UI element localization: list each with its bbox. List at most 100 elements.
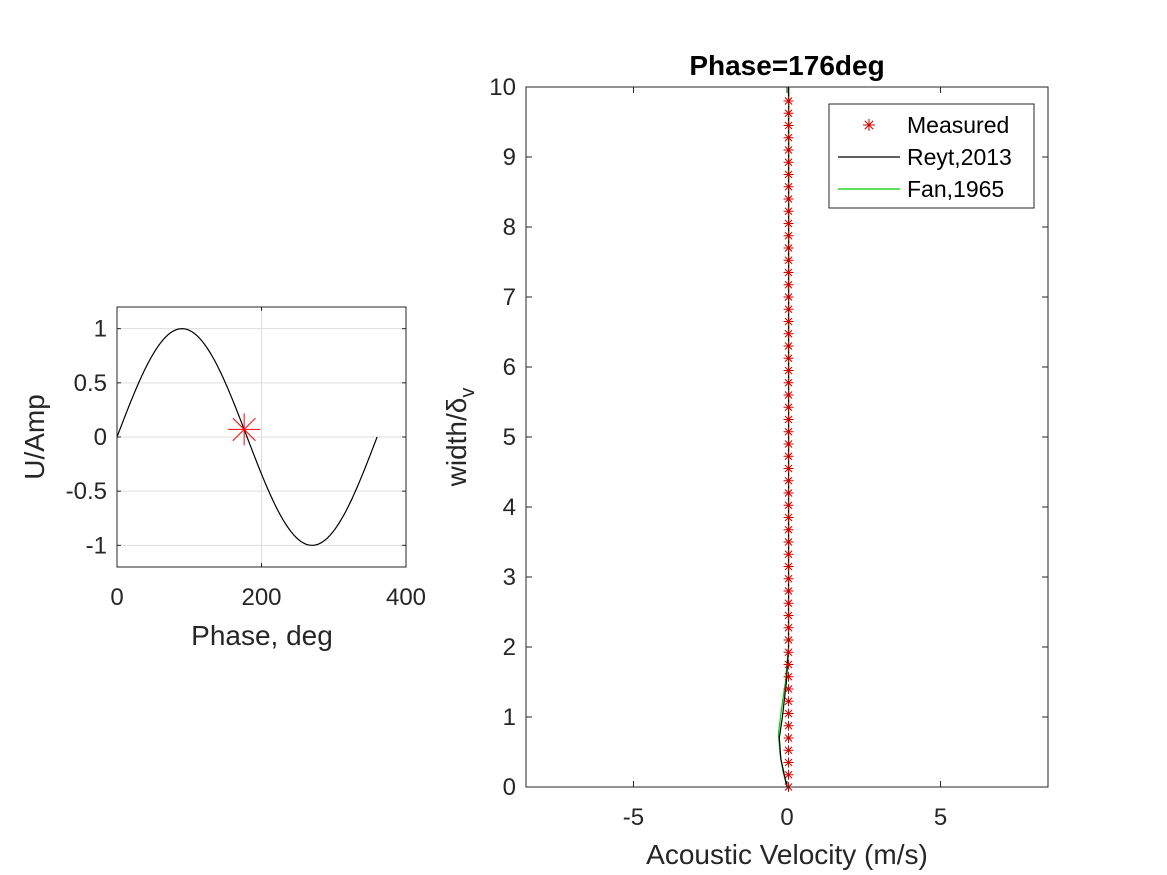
velocity-chart: -5 0 5 0 1 2 3 4 5 6 7 8 9 10 Phase=176deg Acoustic V… [441, 50, 1049, 870]
measured-point [783, 316, 794, 327]
phase-xtick-label: 200 [241, 584, 281, 611]
legend-box [828, 103, 1035, 209]
velocity-ytick-label: 4 [503, 494, 516, 521]
measured-point [783, 745, 794, 756]
phase-ylabel: U/Amp [19, 394, 50, 480]
measured-point [783, 292, 794, 302]
current-phase-marker [228, 413, 261, 446]
velocity-ytick-label: 2 [503, 634, 516, 661]
velocity-ytick-label: 8 [503, 214, 516, 241]
measured-point [783, 328, 794, 339]
measured-point [783, 463, 794, 474]
measured-point [783, 365, 794, 376]
measured-point [783, 512, 794, 523]
measured-point [783, 769, 794, 780]
measured-point [783, 218, 794, 229]
legend-fan-label: Fan,1965 [907, 176, 1004, 202]
measured-point [783, 353, 794, 364]
measured-point [783, 708, 794, 719]
velocity-ytick-label: 10 [489, 74, 516, 101]
measured-point [783, 647, 794, 658]
measured-point [783, 671, 794, 682]
measured-point [783, 414, 794, 425]
velocity-xtick-label: -5 [623, 804, 644, 831]
measured-point [783, 120, 794, 131]
measured-point [783, 243, 794, 253]
measured-point [783, 622, 794, 633]
velocity-ytick-label: 6 [503, 354, 516, 381]
measured-point [783, 230, 794, 241]
legend-reyt-label: Reyt,2013 [907, 144, 1012, 170]
measured-point [783, 684, 794, 694]
measured-point [783, 610, 794, 621]
velocity-ylabel: width/δv [441, 388, 479, 488]
velocity-xtick-label: 5 [934, 804, 947, 831]
phase-ytick-label: 1 [94, 316, 107, 343]
measured-point [783, 573, 794, 584]
measured-point [783, 377, 794, 388]
velocity-ytick-label: 1 [503, 704, 516, 731]
velocity-ytick-label: 5 [503, 424, 516, 451]
velocity-chart-title: Phase=176deg [689, 50, 884, 81]
legend: Measured Reyt,2013 Fan,1965 [828, 103, 1035, 209]
measured-point [783, 524, 794, 535]
measured-point [783, 255, 794, 266]
velocity-plot-frame [525, 86, 1049, 788]
measured-point [783, 132, 794, 143]
measured-point [783, 157, 794, 168]
measured-point [783, 402, 794, 413]
measured-point [783, 304, 794, 315]
measured-point [783, 341, 794, 351]
phase-marker-asterisk [228, 413, 261, 446]
phase-plot-frame [116, 306, 407, 568]
velocity-xlabel: Acoustic Velocity (m/s) [646, 839, 928, 870]
measured-point [783, 451, 794, 462]
measured-point [783, 488, 794, 498]
measured-point [783, 108, 794, 119]
measured-point [783, 696, 794, 707]
phase-ytick-label: -0.5 [66, 478, 107, 505]
measured-point [783, 549, 794, 560]
phase-sine-curve [116, 328, 378, 546]
measured-point [783, 561, 794, 572]
measured-point [783, 500, 794, 511]
measured-point [783, 169, 794, 180]
measured-point [783, 267, 794, 278]
measured-point [783, 439, 794, 449]
measured-point [783, 145, 794, 155]
velocity-ytick-label: 0 [503, 774, 516, 801]
measured-series [783, 96, 794, 792]
measured-point [783, 733, 794, 743]
phase-chart: 0 200 400 -1 -0.5 0 0.5 1 Phase, deg U/Amp [19, 306, 426, 651]
measured-point [783, 390, 794, 400]
measured-point [783, 537, 794, 547]
legend-measured-asterisk [863, 119, 875, 131]
velocity-xtick-label: 0 [780, 804, 793, 831]
measured-point [783, 181, 794, 192]
phase-xtick-label: 400 [386, 584, 426, 611]
measured-point [783, 194, 794, 204]
legend-measured-label: Measured [907, 112, 1009, 138]
phase-ytick-label: 0 [94, 424, 107, 451]
measured-point [783, 279, 794, 290]
phase-xtick-label: 0 [110, 584, 123, 611]
measured-point [783, 426, 794, 437]
measured-point [783, 206, 794, 217]
measured-point [783, 598, 794, 609]
measured-point [783, 720, 794, 731]
phase-ytick-label: -1 [86, 532, 107, 559]
phase-xlabel: Phase, deg [191, 620, 333, 651]
measured-point [783, 659, 794, 670]
measured-point [783, 586, 794, 596]
velocity-ytick-label: 7 [503, 284, 516, 311]
velocity-tick-marks [526, 86, 1048, 788]
velocity-ytick-label: 3 [503, 564, 516, 591]
measured-point [783, 475, 794, 486]
phase-ytick-label: 0.5 [74, 370, 107, 397]
legend-measured-marker [863, 119, 875, 131]
measured-point [783, 96, 794, 106]
measured-point [783, 757, 794, 768]
measured-point [783, 635, 794, 645]
velocity-ytick-label: 9 [503, 144, 516, 171]
